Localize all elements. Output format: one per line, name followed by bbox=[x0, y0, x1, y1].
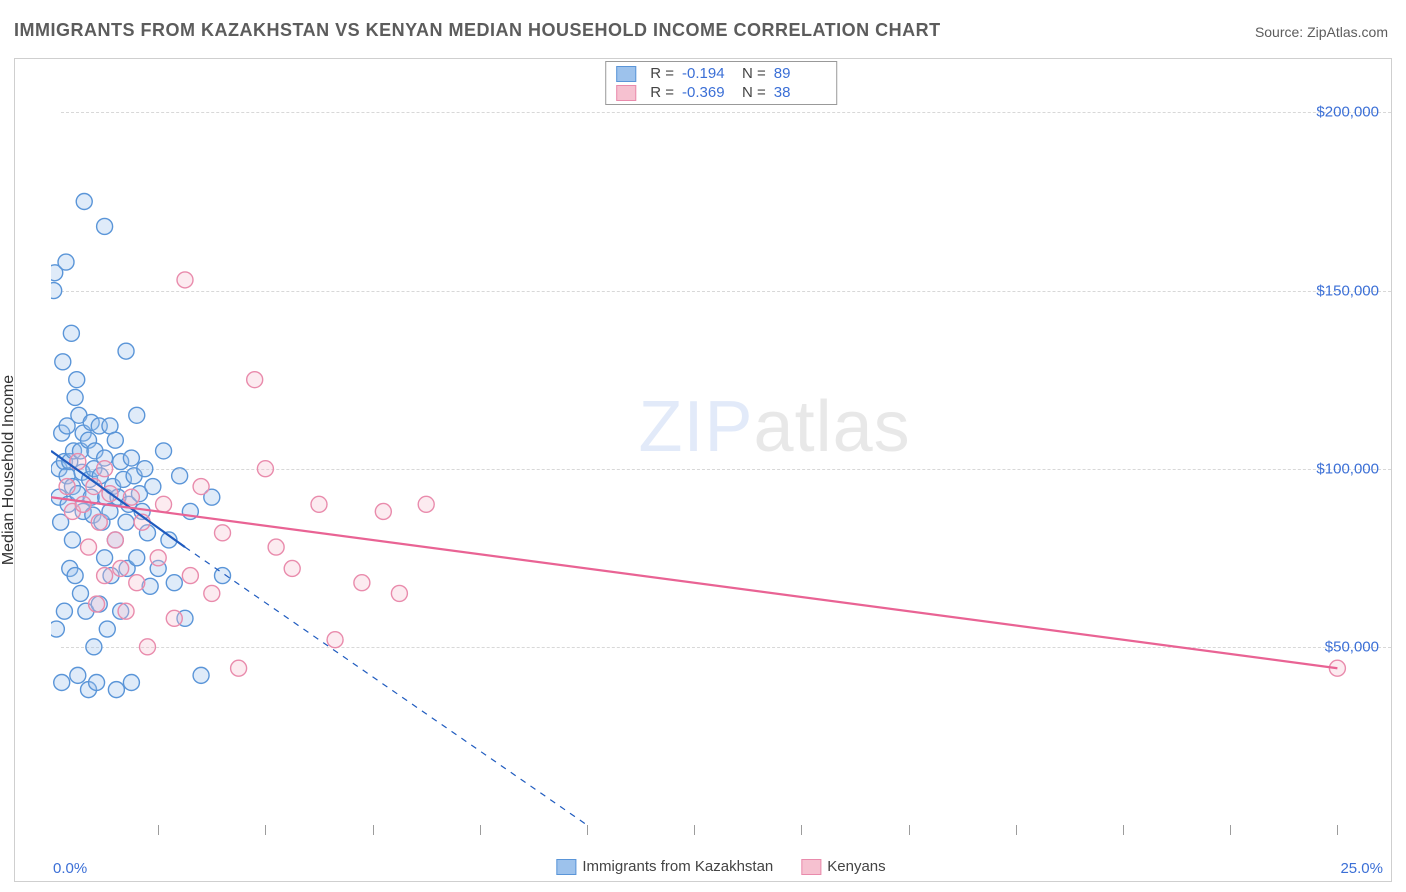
data-point-kazakhstan bbox=[107, 432, 123, 448]
scatter-svg bbox=[51, 59, 1391, 825]
data-point-kenyans bbox=[107, 532, 123, 548]
x-tick bbox=[1123, 825, 1124, 835]
data-point-kazakhstan bbox=[64, 532, 80, 548]
data-point-kenyans bbox=[193, 479, 209, 495]
data-point-kazakhstan bbox=[76, 194, 92, 210]
data-point-kenyans bbox=[182, 568, 198, 584]
data-point-kazakhstan bbox=[55, 354, 71, 370]
x-tick bbox=[1230, 825, 1231, 835]
data-point-kazakhstan bbox=[215, 568, 231, 584]
data-point-kenyans bbox=[81, 539, 97, 555]
data-point-kenyans bbox=[257, 461, 273, 477]
data-point-kazakhstan bbox=[86, 639, 102, 655]
data-point-kenyans bbox=[97, 568, 113, 584]
data-point-kenyans bbox=[156, 496, 172, 512]
data-point-kazakhstan bbox=[123, 450, 139, 466]
x-min-label: 0.0% bbox=[53, 860, 87, 877]
data-point-kenyans bbox=[418, 496, 434, 512]
x-tick bbox=[1016, 825, 1017, 835]
data-point-kazakhstan bbox=[67, 389, 83, 405]
data-point-kazakhstan bbox=[193, 667, 209, 683]
data-point-kazakhstan bbox=[72, 585, 88, 601]
data-point-kazakhstan bbox=[67, 568, 83, 584]
y-axis-label: Median Household Income bbox=[0, 375, 18, 565]
data-point-kenyans bbox=[166, 610, 182, 626]
data-point-kenyans bbox=[204, 585, 220, 601]
legend-swatch-kazakhstan bbox=[556, 859, 576, 875]
data-point-kazakhstan bbox=[108, 682, 124, 698]
x-axis: 0.0% 25.0% Immigrants from Kazakhstan Ken… bbox=[51, 825, 1391, 881]
data-point-kenyans bbox=[247, 372, 263, 388]
data-point-kenyans bbox=[284, 560, 300, 576]
data-point-kenyans bbox=[327, 632, 343, 648]
data-point-kazakhstan bbox=[123, 674, 139, 690]
data-point-kazakhstan bbox=[166, 575, 182, 591]
data-point-kazakhstan bbox=[137, 461, 153, 477]
x-tick bbox=[587, 825, 588, 835]
data-point-kazakhstan bbox=[99, 621, 115, 637]
data-point-kenyans bbox=[177, 272, 193, 288]
data-point-kazakhstan bbox=[63, 325, 79, 341]
data-point-kenyans bbox=[123, 489, 139, 505]
chart-title: IMMIGRANTS FROM KAZAKHSTAN VS KENYAN MED… bbox=[14, 20, 941, 41]
chart-container: Median Household Income ZIPatlas $50,000… bbox=[14, 58, 1392, 882]
data-point-kenyans bbox=[113, 560, 129, 576]
data-point-kenyans bbox=[150, 550, 166, 566]
data-point-kenyans bbox=[89, 596, 105, 612]
source-attribution: Source: ZipAtlas.com bbox=[1255, 24, 1388, 40]
x-tick bbox=[158, 825, 159, 835]
x-tick bbox=[801, 825, 802, 835]
data-point-kenyans bbox=[139, 639, 155, 655]
legend-label-kenyans: Kenyans bbox=[827, 858, 885, 875]
data-point-kazakhstan bbox=[51, 283, 62, 299]
data-point-kenyans bbox=[391, 585, 407, 601]
trend-line-kenyans bbox=[51, 497, 1337, 668]
trend-line-ext-kazakhstan bbox=[185, 547, 587, 825]
legend-item-kenyans: Kenyans bbox=[801, 858, 885, 875]
series-legend: Immigrants from Kazakhstan Kenyans bbox=[556, 858, 885, 875]
data-point-kenyans bbox=[118, 603, 134, 619]
x-tick bbox=[265, 825, 266, 835]
data-point-kazakhstan bbox=[129, 407, 145, 423]
data-point-kazakhstan bbox=[172, 468, 188, 484]
data-point-kenyans bbox=[91, 514, 107, 530]
legend-label-kazakhstan: Immigrants from Kazakhstan bbox=[582, 858, 773, 875]
data-point-kenyans bbox=[215, 525, 231, 541]
data-point-kazakhstan bbox=[156, 443, 172, 459]
x-tick bbox=[480, 825, 481, 835]
data-point-kazakhstan bbox=[89, 674, 105, 690]
data-point-kazakhstan bbox=[54, 674, 70, 690]
data-point-kenyans bbox=[311, 496, 327, 512]
data-point-kenyans bbox=[268, 539, 284, 555]
data-point-kenyans bbox=[75, 496, 91, 512]
data-point-kenyans bbox=[354, 575, 370, 591]
data-point-kenyans bbox=[129, 575, 145, 591]
x-tick bbox=[1337, 825, 1338, 835]
data-point-kazakhstan bbox=[97, 218, 113, 234]
data-point-kazakhstan bbox=[97, 550, 113, 566]
data-point-kenyans bbox=[375, 503, 391, 519]
data-point-kenyans bbox=[231, 660, 247, 676]
data-point-kazakhstan bbox=[129, 550, 145, 566]
x-tick bbox=[373, 825, 374, 835]
legend-swatch-kenyans bbox=[801, 859, 821, 875]
data-point-kenyans bbox=[59, 479, 75, 495]
data-point-kazakhstan bbox=[69, 372, 85, 388]
data-point-kazakhstan bbox=[58, 254, 74, 270]
data-point-kazakhstan bbox=[145, 479, 161, 495]
data-point-kazakhstan bbox=[118, 514, 134, 530]
x-tick bbox=[694, 825, 695, 835]
data-point-kenyans bbox=[97, 461, 113, 477]
data-point-kazakhstan bbox=[56, 603, 72, 619]
data-point-kazakhstan bbox=[70, 667, 86, 683]
x-max-label: 25.0% bbox=[1340, 860, 1383, 877]
data-point-kazakhstan bbox=[118, 343, 134, 359]
data-point-kazakhstan bbox=[51, 621, 64, 637]
plot-area: ZIPatlas $50,000$100,000$150,000$200,000… bbox=[51, 59, 1391, 825]
x-tick bbox=[909, 825, 910, 835]
legend-item-kazakhstan: Immigrants from Kazakhstan bbox=[556, 858, 773, 875]
